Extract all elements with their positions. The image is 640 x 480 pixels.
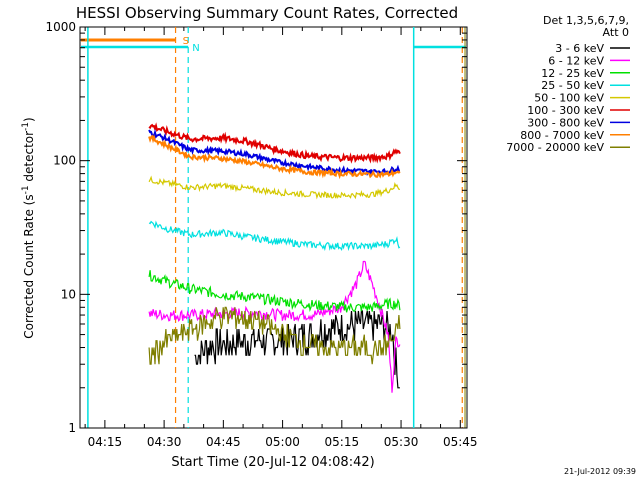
- x-axis: 04:15 04:30 04:45 05:00 05:15 05:30 05:45: [84, 27, 478, 449]
- y-axis-label-end: ): [22, 117, 36, 122]
- chart-title: HESSI Observing Summary Count Rates, Cor…: [76, 4, 458, 22]
- observing-markers: SN: [81, 27, 466, 428]
- legend-entry-label: 100 - 300 keV: [527, 104, 604, 117]
- series-line: [148, 220, 401, 252]
- series-line: [148, 270, 401, 313]
- series-line: [148, 175, 400, 200]
- legend-entry-label: 6 - 12 keV: [548, 54, 604, 67]
- plot-frame: [79, 26, 468, 429]
- x-tick-label: 04:30: [147, 435, 182, 449]
- series-line: [148, 128, 400, 177]
- series-line: [148, 260, 401, 393]
- x-tick-label: 04:15: [88, 435, 123, 449]
- series-lines: [148, 122, 401, 393]
- legend-detector-line1: Det 1,3,5,6,7,9,: [543, 14, 629, 27]
- y-tick-label: 1: [68, 421, 76, 435]
- night-marker-label: N: [192, 43, 199, 54]
- x-tick-label: 05:00: [265, 435, 300, 449]
- x-tick-label: 05:30: [384, 435, 419, 449]
- saa-marker-label: S: [183, 36, 189, 47]
- y-axis: 1 10 100 1000: [45, 20, 467, 435]
- y-axis-label: Corrected Count Rate (s-1 detector-1): [21, 117, 36, 338]
- x-tick-label: 05:45: [443, 435, 478, 449]
- y-tick-label: 1000: [45, 20, 76, 34]
- series-line: [148, 134, 401, 180]
- legend-entry-label: 7000 - 20000 keV: [506, 141, 604, 154]
- y-axis-label-main: Corrected Count Rate (s: [22, 194, 36, 338]
- legend-entry-label: 300 - 800 keV: [527, 116, 604, 129]
- y-axis-label-mid: detector: [22, 131, 36, 186]
- footer-date: 21-Jul-2012 09:39: [564, 467, 636, 476]
- x-tick-label: 04:45: [206, 435, 241, 449]
- legend-entry-label: 25 - 50 keV: [541, 79, 604, 92]
- legend-entry-label: 50 - 100 keV: [534, 92, 604, 105]
- series-line: [148, 122, 401, 164]
- x-axis-label: Start Time (20-Jul-12 04:08:42): [171, 455, 374, 470]
- series-line: [148, 306, 401, 365]
- legend-entry-label: 12 - 25 keV: [541, 67, 604, 80]
- y-axis-label-sup2: -1: [21, 122, 31, 131]
- legend-detector-line2: Att 0: [603, 26, 629, 39]
- legend-entry-label: 3 - 6 keV: [555, 42, 604, 55]
- y-tick-label: 10: [61, 287, 76, 301]
- y-tick-label: 100: [53, 154, 76, 168]
- x-tick-label: 05:15: [325, 435, 360, 449]
- legend-entry-label: 800 - 7000 keV: [520, 129, 604, 142]
- series-line: [194, 310, 400, 389]
- y-axis-label-sup1: -1: [21, 185, 31, 194]
